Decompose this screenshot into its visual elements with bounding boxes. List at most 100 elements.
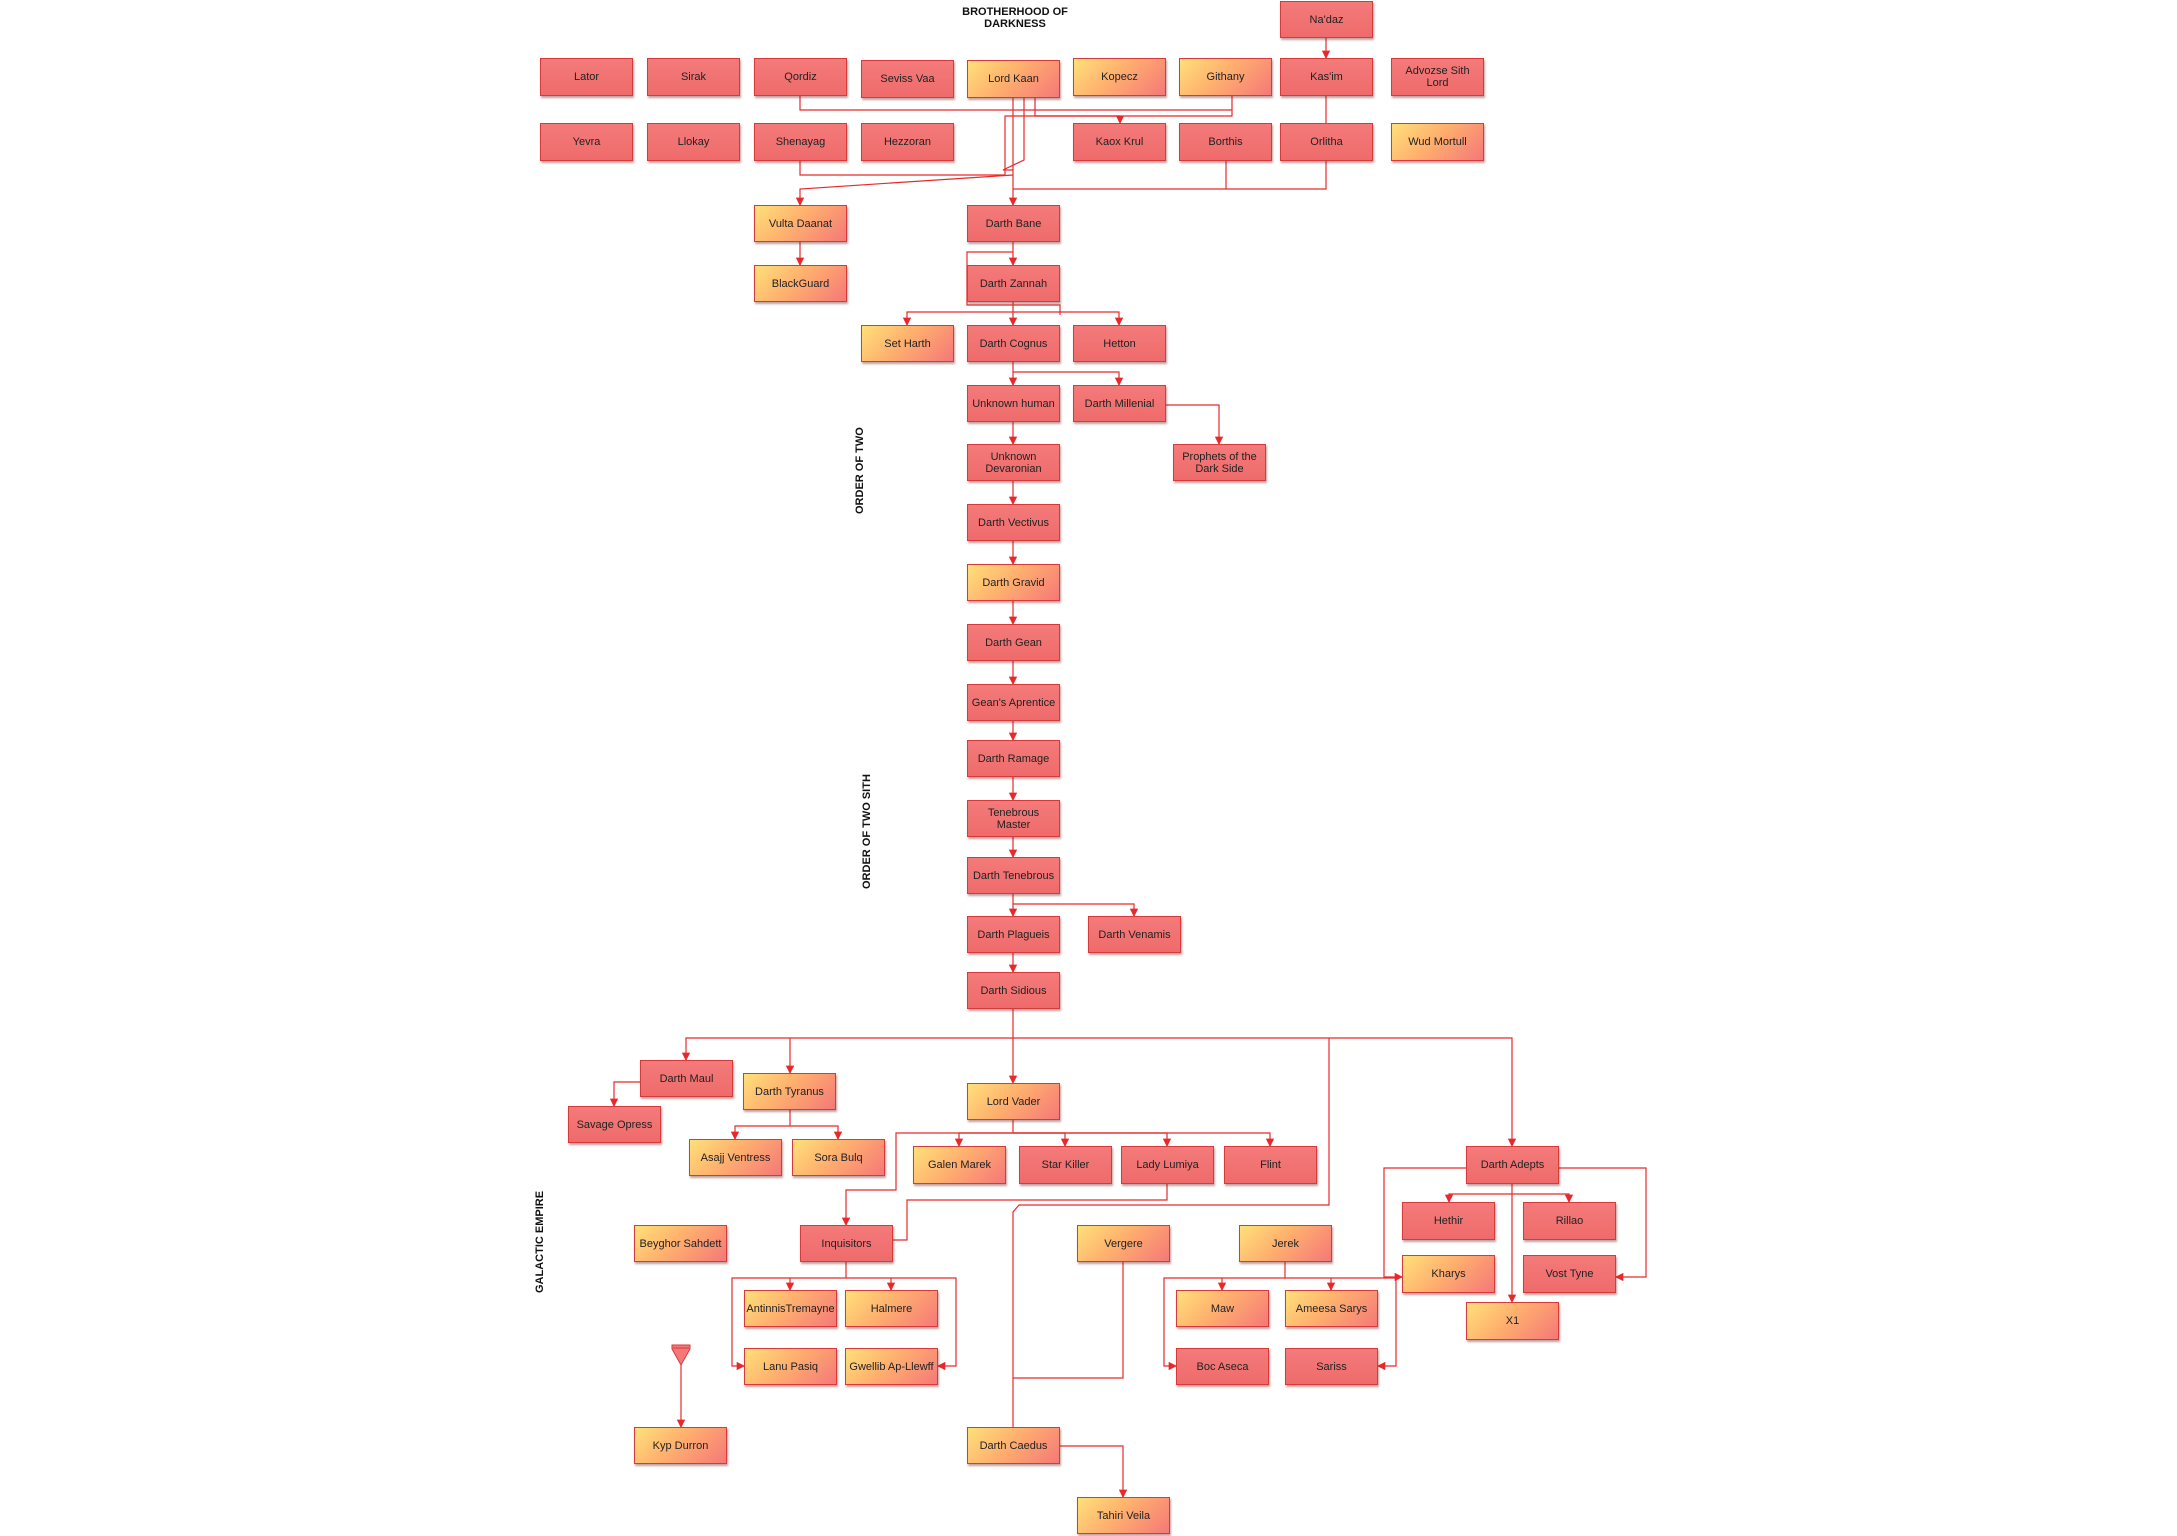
connector-line-44 bbox=[893, 1184, 1168, 1241]
node-githany[interactable]: Githany bbox=[1179, 58, 1272, 96]
node-darth-adepts[interactable]: Darth Adepts bbox=[1466, 1146, 1559, 1184]
connector-line-49 bbox=[1559, 1167, 1647, 1282]
node-tahiri-veila[interactable]: Tahiri Veila bbox=[1077, 1497, 1170, 1534]
node-kasim[interactable]: Kas'im bbox=[1280, 58, 1373, 96]
node-yevra[interactable]: Yevra bbox=[540, 123, 633, 161]
node-gwellib[interactable]: Gwellib Ap-Llewff bbox=[845, 1348, 938, 1385]
node-savage-opress[interactable]: Savage Opress bbox=[568, 1106, 661, 1143]
node-lady-lumiya[interactable]: Lady Lumiya bbox=[1121, 1146, 1214, 1184]
node-rillao[interactable]: Rillao bbox=[1523, 1202, 1616, 1240]
connector-line-18 bbox=[1013, 371, 1124, 387]
connector-line-58 bbox=[1013, 1262, 1124, 1379]
node-darth-cognus[interactable]: Darth Cognus bbox=[967, 325, 1060, 362]
node-kaox-krul[interactable]: Kaox Krul bbox=[1073, 123, 1166, 161]
connector-line-42 bbox=[1013, 1132, 1275, 1148]
node-hezzoran[interactable]: Hezzoran bbox=[861, 123, 954, 161]
connector-line-38 bbox=[790, 1125, 843, 1141]
node-galen-marek[interactable]: Galen Marek bbox=[913, 1146, 1006, 1184]
node-darth-ramage[interactable]: Darth Ramage bbox=[967, 740, 1060, 777]
funnel-icon bbox=[671, 1344, 691, 1367]
node-prophets[interactable]: Prophets of the Dark Side bbox=[1173, 444, 1266, 481]
node-darth-sidious[interactable]: Darth Sidious bbox=[967, 972, 1060, 1009]
node-shenayag[interactable]: Shenayag bbox=[754, 123, 847, 161]
node-darth-bane[interactable]: Darth Bane bbox=[967, 205, 1060, 242]
connector-line-55 bbox=[1285, 1277, 1336, 1292]
node-inquisitors[interactable]: Inquisitors bbox=[800, 1225, 893, 1262]
connector-line-35 bbox=[1012, 1038, 1330, 1427]
node-tenebrous-master[interactable]: Tenebrous Master bbox=[967, 800, 1060, 837]
node-llokay[interactable]: Llokay bbox=[647, 123, 740, 161]
node-beyghor[interactable]: Beyghor Sahdett bbox=[634, 1225, 727, 1262]
node-flint[interactable]: Flint bbox=[1224, 1146, 1317, 1184]
connector-line-48 bbox=[1383, 1167, 1466, 1282]
node-star-killer[interactable]: Star Killer bbox=[1019, 1146, 1112, 1184]
connector-line-53 bbox=[891, 1277, 957, 1371]
connector-line-15 bbox=[902, 311, 1013, 327]
node-darth-tenebrous[interactable]: Darth Tenebrous bbox=[967, 857, 1060, 894]
node-darth-gravid[interactable]: Darth Gravid bbox=[967, 564, 1060, 601]
node-wud-mortull[interactable]: Wud Mortull bbox=[1391, 123, 1484, 161]
node-nadaz[interactable]: Na'daz bbox=[1280, 1, 1373, 38]
connector-line-59 bbox=[1060, 1445, 1128, 1499]
connector-line-51 bbox=[846, 1277, 896, 1292]
node-sariss[interactable]: Sariss bbox=[1285, 1348, 1378, 1385]
node-antinnis[interactable]: AntinnisTremayne bbox=[744, 1290, 837, 1327]
node-lord-vader[interactable]: Lord Vader bbox=[967, 1083, 1060, 1120]
connector-line-32 bbox=[681, 1037, 1013, 1062]
node-kopecz[interactable]: Kopecz bbox=[1073, 58, 1166, 96]
node-sirak[interactable]: Sirak bbox=[647, 58, 740, 96]
node-kyp-durron[interactable]: Kyp Durron bbox=[634, 1427, 727, 1464]
node-qordiz[interactable]: Qordiz bbox=[754, 58, 847, 96]
node-darth-tyranus[interactable]: Darth Tyranus bbox=[743, 1073, 836, 1110]
node-boc-aseca[interactable]: Boc Aseca bbox=[1176, 1348, 1269, 1385]
node-unknown-human[interactable]: Unknown human bbox=[967, 385, 1060, 422]
node-blackguard[interactable]: BlackGuard bbox=[754, 265, 847, 302]
node-seviss-vaa[interactable]: Seviss Vaa bbox=[861, 60, 954, 98]
node-maw[interactable]: Maw bbox=[1176, 1290, 1269, 1327]
node-lord-kaan[interactable]: Lord Kaan bbox=[967, 60, 1060, 98]
connector-line-3 bbox=[799, 96, 1233, 111]
connector-line-52 bbox=[731, 1277, 790, 1371]
connector-line-37 bbox=[730, 1110, 791, 1141]
node-darth-plagueis[interactable]: Darth Plagueis bbox=[967, 916, 1060, 953]
node-vost-tyne[interactable]: Vost Tyne bbox=[1523, 1255, 1616, 1293]
node-darth-zannah[interactable]: Darth Zannah bbox=[967, 265, 1060, 302]
node-darth-venamis[interactable]: Darth Venamis bbox=[1088, 916, 1181, 953]
connector-line-56 bbox=[1163, 1277, 1222, 1371]
node-halmere[interactable]: Halmere bbox=[845, 1290, 938, 1327]
connector-line-8 bbox=[795, 174, 1014, 207]
node-hethir[interactable]: Hethir bbox=[1402, 1202, 1495, 1240]
node-x1[interactable]: X1 bbox=[1466, 1302, 1559, 1340]
node-lanu-pasiq[interactable]: Lanu Pasiq bbox=[744, 1348, 837, 1385]
node-borthis[interactable]: Borthis bbox=[1179, 123, 1272, 161]
node-unknown-devaronian[interactable]: Unknown Devaronian bbox=[967, 444, 1060, 481]
connector-line-9 bbox=[1013, 161, 1227, 190]
connector-line-13 bbox=[966, 251, 1061, 315]
node-kharys[interactable]: Kharys bbox=[1402, 1255, 1495, 1293]
node-advozse[interactable]: Advozse Sith Lord bbox=[1391, 58, 1484, 96]
connector-line-29 bbox=[1013, 903, 1139, 918]
node-vergere[interactable]: Vergere bbox=[1077, 1225, 1170, 1262]
node-orlitha[interactable]: Orlitha bbox=[1280, 123, 1373, 161]
node-darth-gean[interactable]: Darth Gean bbox=[967, 624, 1060, 661]
section-order-of-two-label: ORDER OF TWO bbox=[854, 427, 866, 514]
node-vulta-daanat[interactable]: Vulta Daanat bbox=[754, 205, 847, 242]
node-sora-bulq[interactable]: Sora Bulq bbox=[792, 1139, 885, 1176]
node-darth-maul[interactable]: Darth Maul bbox=[640, 1060, 733, 1097]
node-hetton[interactable]: Hetton bbox=[1073, 325, 1166, 362]
connector-line-16 bbox=[1013, 311, 1124, 327]
connector-line-5 bbox=[1034, 98, 1125, 125]
connector-line-34 bbox=[1013, 1037, 1517, 1148]
node-set-harth[interactable]: Set Harth bbox=[861, 325, 954, 362]
node-darth-caedus[interactable]: Darth Caedus bbox=[967, 1427, 1060, 1464]
section-galactic-empire-label: GALACTIC EMPIRE bbox=[534, 1190, 546, 1293]
node-lator[interactable]: Lator bbox=[540, 58, 633, 96]
node-jerek[interactable]: Jerek bbox=[1239, 1225, 1332, 1262]
node-darth-millenial[interactable]: Darth Millenial bbox=[1073, 385, 1166, 422]
node-ameesa-sarys[interactable]: Ameesa Sarys bbox=[1285, 1290, 1378, 1327]
node-geans-aprentice[interactable]: Gean's Aprentice bbox=[967, 684, 1060, 721]
connector-line-54 bbox=[1217, 1262, 1286, 1292]
node-darth-vectivus[interactable]: Darth Vectivus bbox=[967, 504, 1060, 541]
node-asajj-ventress[interactable]: Asajj Ventress bbox=[689, 1139, 782, 1176]
